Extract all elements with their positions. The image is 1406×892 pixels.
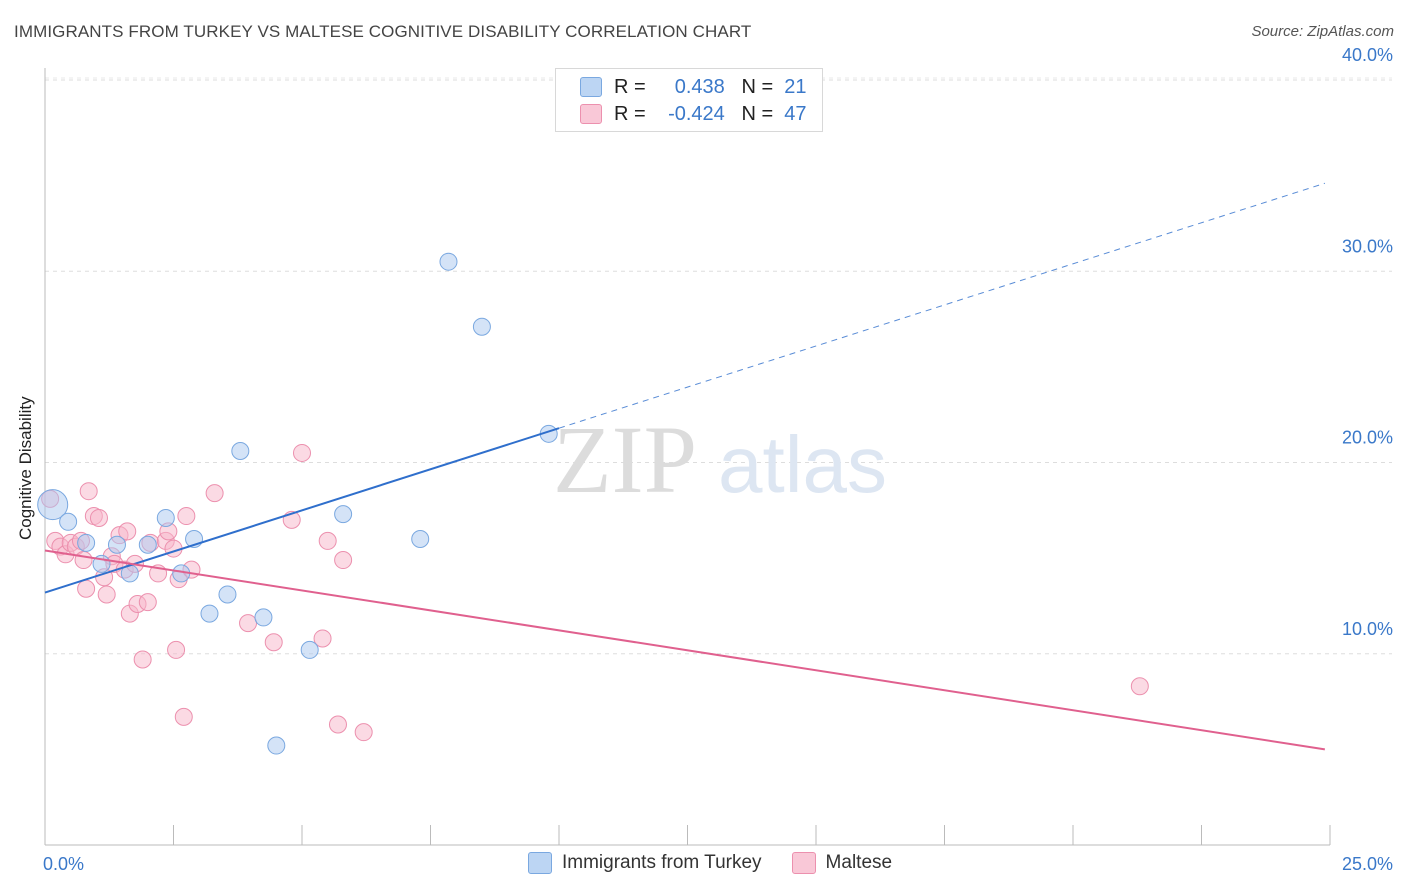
maltese-point-41 [328, 715, 347, 734]
turkey-point-4 [107, 535, 126, 554]
turkey-r-value: 0.438 [674, 75, 725, 98]
x-tick-label-0: 0.0% [43, 854, 84, 874]
y-tick-label-0: 10.0% [1342, 619, 1393, 639]
legend-row-maltese: R = -0.424 N = 47 [580, 102, 807, 126]
y-tick-label-2: 30.0% [1342, 236, 1393, 256]
legend-maltese-swatch [791, 852, 816, 874]
trend-lines [44, 182, 1326, 751]
turkey-point-2 [77, 533, 96, 552]
turkey-n-value: 21 [784, 75, 807, 98]
legend-r-label: R = [614, 102, 646, 125]
maltese-swatch [580, 104, 602, 124]
y-tick-label-3: 40.0% [1342, 45, 1393, 65]
maltese-point-11 [89, 508, 108, 527]
maltese-point-7 [74, 551, 93, 570]
watermark-atlas: atlas [718, 420, 887, 509]
turkey-point-14 [267, 736, 286, 755]
maltese-point-39 [313, 629, 332, 648]
x-tick-label-1: 25.0% [1342, 854, 1393, 874]
turkey-trend-extension [558, 182, 1326, 429]
maltese-point-29 [167, 640, 186, 659]
series-legend: Immigrants from Turkey Maltese [528, 852, 892, 874]
turkey-point-1 [59, 512, 78, 531]
watermark-zip: ZIP [553, 406, 697, 513]
turkey-points [37, 252, 558, 755]
turkey-swatch [580, 77, 602, 97]
watermark: ZIP atlas [553, 406, 887, 513]
y-tick-label-1: 20.0% [1342, 428, 1393, 448]
maltese-point-40 [318, 531, 337, 550]
chart-title: IMMIGRANTS FROM TURKEY VS MALTESE COGNIT… [14, 22, 752, 41]
maltese-point-42 [334, 551, 353, 570]
legend-n-label: N = [741, 102, 774, 125]
legend-n-label: N = [741, 75, 774, 98]
turkey-point-10 [200, 604, 219, 623]
maltese-point-22 [133, 650, 152, 669]
turkey-point-7 [156, 508, 175, 527]
stats-legend: R = 0.438 N = 21 R = -0.424 N = 47 [555, 68, 823, 132]
tick-labels: 10.0% 20.0% 30.0% 40.0% 0.0% 25.0% [43, 45, 1393, 874]
legend-maltese-label: Maltese [825, 852, 893, 873]
turkey-point-11 [218, 585, 237, 604]
turkey-point-18 [439, 252, 458, 271]
y-axis-label: Cognitive Disability [16, 396, 35, 540]
turkey-point-16 [334, 505, 353, 524]
turkey-point-0 [37, 489, 69, 521]
maltese-point-36 [264, 633, 283, 652]
maltese-point-44 [1130, 677, 1149, 696]
maltese-point-13 [97, 585, 116, 604]
maltese-point-8 [77, 579, 96, 598]
maltese-point-34 [205, 484, 224, 503]
legend-turkey-swatch [528, 852, 552, 874]
maltese-point-35 [239, 614, 258, 633]
maltese-trend-line [44, 549, 1326, 751]
source-label: Source: ZipAtlas.com [1251, 23, 1394, 40]
gridlines [45, 77, 1392, 655]
turkey-point-19 [472, 317, 491, 336]
maltese-point-18 [118, 522, 137, 541]
maltese-point-32 [177, 507, 196, 526]
maltese-point-31 [174, 707, 193, 726]
maltese-r-value: -0.424 [668, 102, 725, 125]
maltese-point-43 [354, 723, 373, 742]
maltese-point-23 [138, 593, 157, 612]
maltese-n-value: 47 [784, 102, 807, 125]
turkey-point-15 [300, 640, 319, 659]
axes [44, 68, 1331, 846]
maltese-point-38 [293, 443, 311, 462]
turkey-trend-line [44, 427, 560, 594]
legend-row-turkey: R = 0.438 N = 21 [580, 75, 807, 99]
turkey-point-13 [254, 608, 273, 627]
maltese-point-9 [79, 482, 98, 501]
turkey-point-12 [231, 442, 250, 461]
turkey-point-6 [138, 535, 157, 554]
turkey-point-17 [411, 530, 430, 548]
legend-turkey-label: Immigrants from Turkey [562, 852, 762, 873]
legend-r-label: R = [614, 75, 646, 98]
